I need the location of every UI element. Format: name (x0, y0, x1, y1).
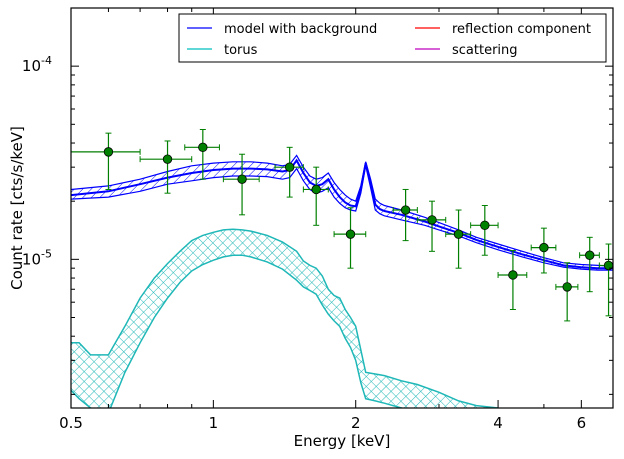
data-point (579, 236, 600, 293)
data-point (555, 262, 579, 322)
data-marker (284, 162, 295, 172)
y-axis: 10-410-5 (22, 7, 613, 395)
legend-label: model with background (224, 22, 377, 37)
data-marker (311, 184, 321, 195)
torus-upper-line (71, 228, 499, 408)
y-tick-label: 10 (22, 250, 41, 268)
y-tick-exponent: -4 (41, 54, 52, 67)
data-marker (427, 215, 437, 225)
data-marker (103, 147, 114, 157)
legend-label: torus (224, 43, 258, 58)
x-tick-label: 1 (209, 414, 219, 432)
data-marker (162, 154, 173, 164)
data-point (71, 132, 141, 190)
data-point (274, 146, 304, 198)
data-marker (480, 220, 490, 231)
data-point (392, 188, 418, 242)
data-marker (585, 250, 595, 260)
data-point (333, 207, 367, 269)
legend-entry: scattering (415, 43, 518, 58)
torus-lower-line (71, 254, 404, 408)
y-tick-exponent: -5 (41, 247, 52, 260)
x-tick-label: 0.5 (59, 414, 83, 432)
data-marker (400, 205, 411, 215)
legend-entry: torus (187, 43, 258, 58)
x-tick-label: 6 (577, 414, 587, 432)
legend-label: reflection component (452, 22, 591, 37)
torus-band-fill (71, 229, 499, 408)
data-point (470, 204, 499, 256)
data-marker (562, 282, 572, 292)
x-axis: 0.5 1 2 4 6 (59, 8, 614, 432)
x-axis-label: Energy [keV] (294, 432, 391, 450)
data-marker (345, 229, 356, 239)
model-band-fill (71, 155, 613, 271)
x-tick-label: 2 (351, 414, 361, 432)
data-point (222, 153, 260, 216)
data-point (139, 140, 193, 194)
data-point (184, 128, 220, 180)
data-point (445, 209, 472, 269)
data-point (530, 227, 557, 274)
legend-label: scattering (452, 43, 518, 58)
data-point (497, 250, 528, 310)
data-marker (508, 270, 518, 280)
legend: model with background reflection componen… (178, 13, 607, 63)
x-tick-label: 4 (493, 414, 503, 432)
legend-entry: reflection component (415, 22, 591, 37)
y-tick-label: 10 (22, 57, 41, 75)
legend-entry: model with background (187, 22, 377, 37)
y-axis-label: Count rate [cts/s/keV] (8, 126, 26, 290)
data-point (416, 200, 447, 252)
data-point (302, 166, 329, 226)
plot-frame (70, 7, 614, 409)
data-marker (198, 142, 208, 153)
data-marker (237, 174, 247, 184)
data-marker (539, 242, 549, 253)
plot-area (71, 128, 613, 408)
data-marker (453, 229, 464, 239)
